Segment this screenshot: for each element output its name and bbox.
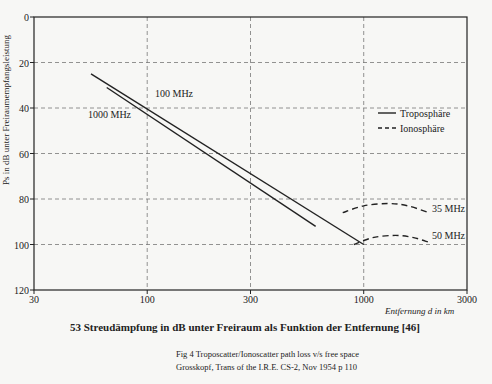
grid-line	[363, 17, 364, 290]
y-tick-label: 80	[19, 194, 29, 205]
legend-swatch	[378, 112, 396, 113]
y-tick-label: 60	[19, 149, 29, 160]
y-tick	[30, 199, 34, 200]
series-label: 1000 MHz	[88, 109, 132, 120]
annotation: Grosskopf, Trans of the I.R.E. CS-2, Nov…	[176, 362, 357, 372]
y-tick	[30, 244, 34, 245]
series-label: 50 MHz	[432, 230, 466, 241]
x-axis-label: Entfernung d in km	[384, 306, 455, 316]
x-tick-label: 300	[243, 294, 258, 305]
series-group	[91, 74, 429, 245]
y-tick-label: 0	[24, 12, 29, 23]
legend-swatch	[378, 127, 396, 128]
series-label: 35 MHz	[432, 203, 466, 214]
plot-frame	[34, 17, 467, 290]
legend-label: Troposphäre	[400, 108, 451, 119]
background	[0, 0, 492, 384]
title: 53 Streudämpfung in dB unter Freiraum al…	[70, 321, 420, 333]
y-tick-label: 40	[19, 103, 29, 114]
series-line	[343, 204, 429, 213]
y-tick	[30, 290, 34, 291]
x-tick-label: 1000	[354, 294, 374, 305]
grid-line	[147, 17, 148, 290]
y-tick	[30, 17, 34, 18]
series-line	[91, 74, 364, 245]
y-tick	[30, 62, 34, 63]
x-tick-label: 3000	[457, 294, 477, 305]
x-tick-label: 100	[140, 294, 155, 305]
annotation: Fig 4 Troposcatter/Ionoscatter path loss…	[176, 349, 359, 359]
y-tick-label: 120	[14, 285, 29, 296]
y-tick	[30, 153, 34, 154]
y-tick-label: 100	[14, 240, 29, 251]
x-tick-label: 30	[29, 294, 39, 305]
grid-line	[250, 17, 251, 290]
y-tick	[30, 108, 34, 109]
legend-label: Ionosphäre	[400, 123, 445, 134]
series-line	[354, 235, 429, 244]
y-axis-label: Ps in dB unter Freiraumempfangsleistung	[1, 35, 11, 185]
y-tick-label: 20	[19, 58, 29, 69]
series-line	[107, 88, 316, 227]
chart: 0 20 40 60 80 100 12030 100 300 1000 3000Entfernun…	[0, 0, 492, 384]
series-label: 100 MHz	[155, 88, 194, 99]
